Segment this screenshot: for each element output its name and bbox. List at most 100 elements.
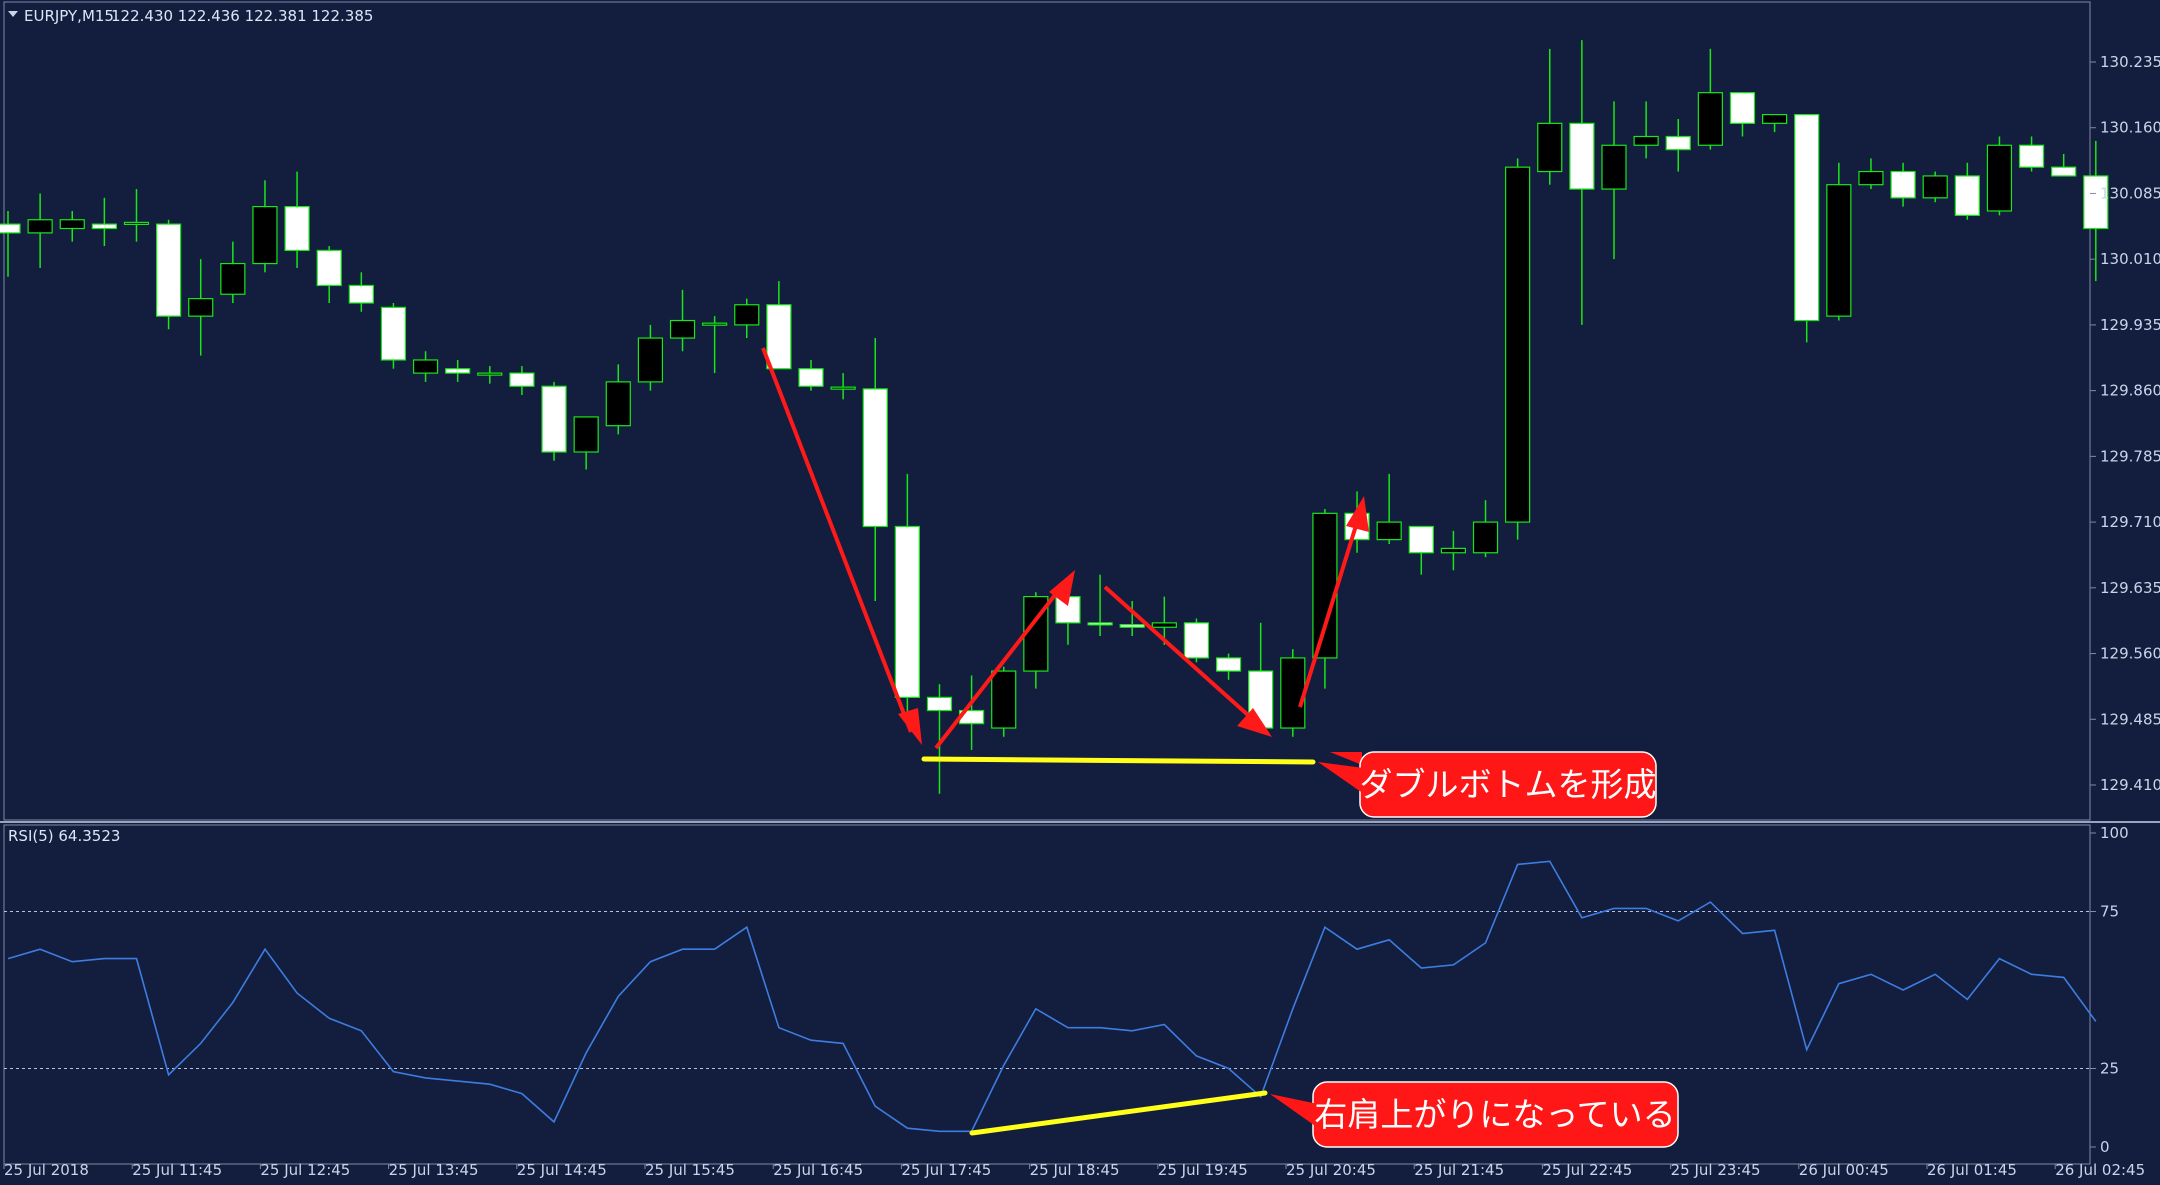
arrow-up-2 (1298, 518, 1360, 708)
candle (1280, 649, 1306, 737)
candle-body (669, 319, 696, 339)
candle-body (1890, 170, 1916, 199)
candle-body (188, 298, 214, 317)
candle-body (1087, 622, 1113, 626)
candle-body (1215, 657, 1242, 672)
price-tick-label: 130.085 (2100, 184, 2160, 202)
candle (1890, 162, 1916, 207)
candle-body (1440, 547, 1467, 554)
candle-body (734, 304, 760, 326)
candle (1440, 530, 1467, 571)
rsi-panel: 100 75 25 0 (4, 824, 2129, 1156)
candle (1858, 158, 1884, 190)
rsi-trend-line (969, 1090, 1268, 1136)
candle (123, 189, 150, 242)
candle-body (766, 304, 792, 370)
price-tick-label: 129.560 (2100, 645, 2160, 663)
candle (1569, 40, 1595, 325)
candle-body (284, 206, 310, 252)
candle-body (605, 381, 631, 427)
price-header-values: 122.430 122.436 122.381 122.385 (111, 7, 373, 25)
candle (445, 359, 471, 382)
candle (894, 473, 920, 724)
candle (1922, 171, 1948, 203)
time-tick-label: 26 Jul 02:45 (2055, 1161, 2145, 1179)
rsi-tick-label: 0 (2100, 1138, 2110, 1156)
candle (1794, 113, 1820, 343)
candle-body (2018, 144, 2045, 168)
arrow-down-1 (761, 347, 913, 733)
candle-body (991, 670, 1017, 729)
candle (1119, 600, 1145, 637)
candle-body (830, 386, 856, 390)
candle-body (252, 206, 278, 265)
price-tick-label: 130.160 (2100, 119, 2160, 137)
candle (2083, 140, 2109, 282)
candle-body (541, 385, 567, 453)
candle-body (156, 223, 182, 317)
price-callout-pointer (1318, 762, 1364, 794)
candle (1376, 473, 1402, 544)
candle (91, 197, 117, 247)
collapse-triangle-icon[interactable] (8, 11, 18, 17)
candle (734, 298, 760, 339)
candle-body (637, 337, 664, 383)
time-tick-label: 25 Jul 20:45 (1286, 1161, 1376, 1179)
price-header-symbol: EURJPY,M15 (24, 7, 114, 25)
candle-body (220, 262, 246, 295)
time-axis: 25 Jul 2018 25 Jul 11:45 25 Jul 12:45 25 Ju… (3, 1161, 2145, 1179)
candle-body (509, 372, 535, 387)
price-tick-label: 129.635 (2100, 579, 2160, 597)
rsi-callout-text: 右肩上がりになっている (1314, 1095, 1675, 1134)
candle-body (91, 223, 117, 230)
candle (1826, 162, 1852, 321)
candle-body (1183, 622, 1210, 659)
candle-body (573, 416, 599, 453)
arrow-head-down-2 (1237, 708, 1272, 737)
candle-body (1665, 135, 1691, 151)
candle (1215, 653, 1242, 680)
rsi-callout: 右肩上がりになっている (1270, 1081, 1679, 1148)
candle-body (1472, 521, 1499, 554)
candle (991, 666, 1017, 737)
candle-body (412, 359, 439, 374)
candle (1408, 525, 1434, 575)
candle (59, 210, 85, 242)
candle-body (1151, 622, 1177, 628)
time-tick-label: 25 Jul 2018 (4, 1161, 89, 1179)
candle (1729, 92, 1756, 137)
candle-body (1794, 113, 1820, 322)
candle-body (926, 696, 953, 712)
arrow-head-up-1 (1049, 570, 1075, 606)
candle-body (59, 219, 85, 230)
arrow-up-1 (934, 584, 1064, 750)
candle (412, 351, 439, 382)
candle-body (1537, 122, 1563, 173)
candle-body (380, 306, 407, 361)
rsi-header: RSI(5) 64.3523 (8, 827, 120, 845)
candle (1601, 101, 1627, 260)
candle-body (2083, 175, 2109, 230)
candle (316, 246, 342, 303)
candle (766, 281, 792, 370)
candle (188, 259, 214, 356)
candle (637, 324, 664, 391)
time-tick-label: 25 Jul 19:45 (1158, 1161, 1248, 1179)
annotations: ダブルボトムを形成 右肩上がりになっている (761, 347, 1679, 1148)
candle-body (1697, 92, 1723, 146)
candle (541, 381, 567, 461)
candle-body (348, 284, 374, 304)
price-tick-label: 129.485 (2100, 710, 2160, 728)
time-tick-label: 25 Jul 21:45 (1414, 1161, 1504, 1179)
candle (1986, 136, 2013, 216)
price-axis: 130.235 130.160 130.085 130.010 129.935 129.8… (2090, 53, 2160, 794)
candles (0, 40, 2109, 794)
candle-body (27, 219, 53, 234)
candle-body (1505, 166, 1531, 523)
candle (284, 171, 310, 268)
price-tick-label: 129.410 (2100, 776, 2160, 794)
candle (1151, 596, 1177, 645)
candle-body (894, 525, 920, 698)
rsi-tick-label: 75 (2100, 903, 2119, 921)
